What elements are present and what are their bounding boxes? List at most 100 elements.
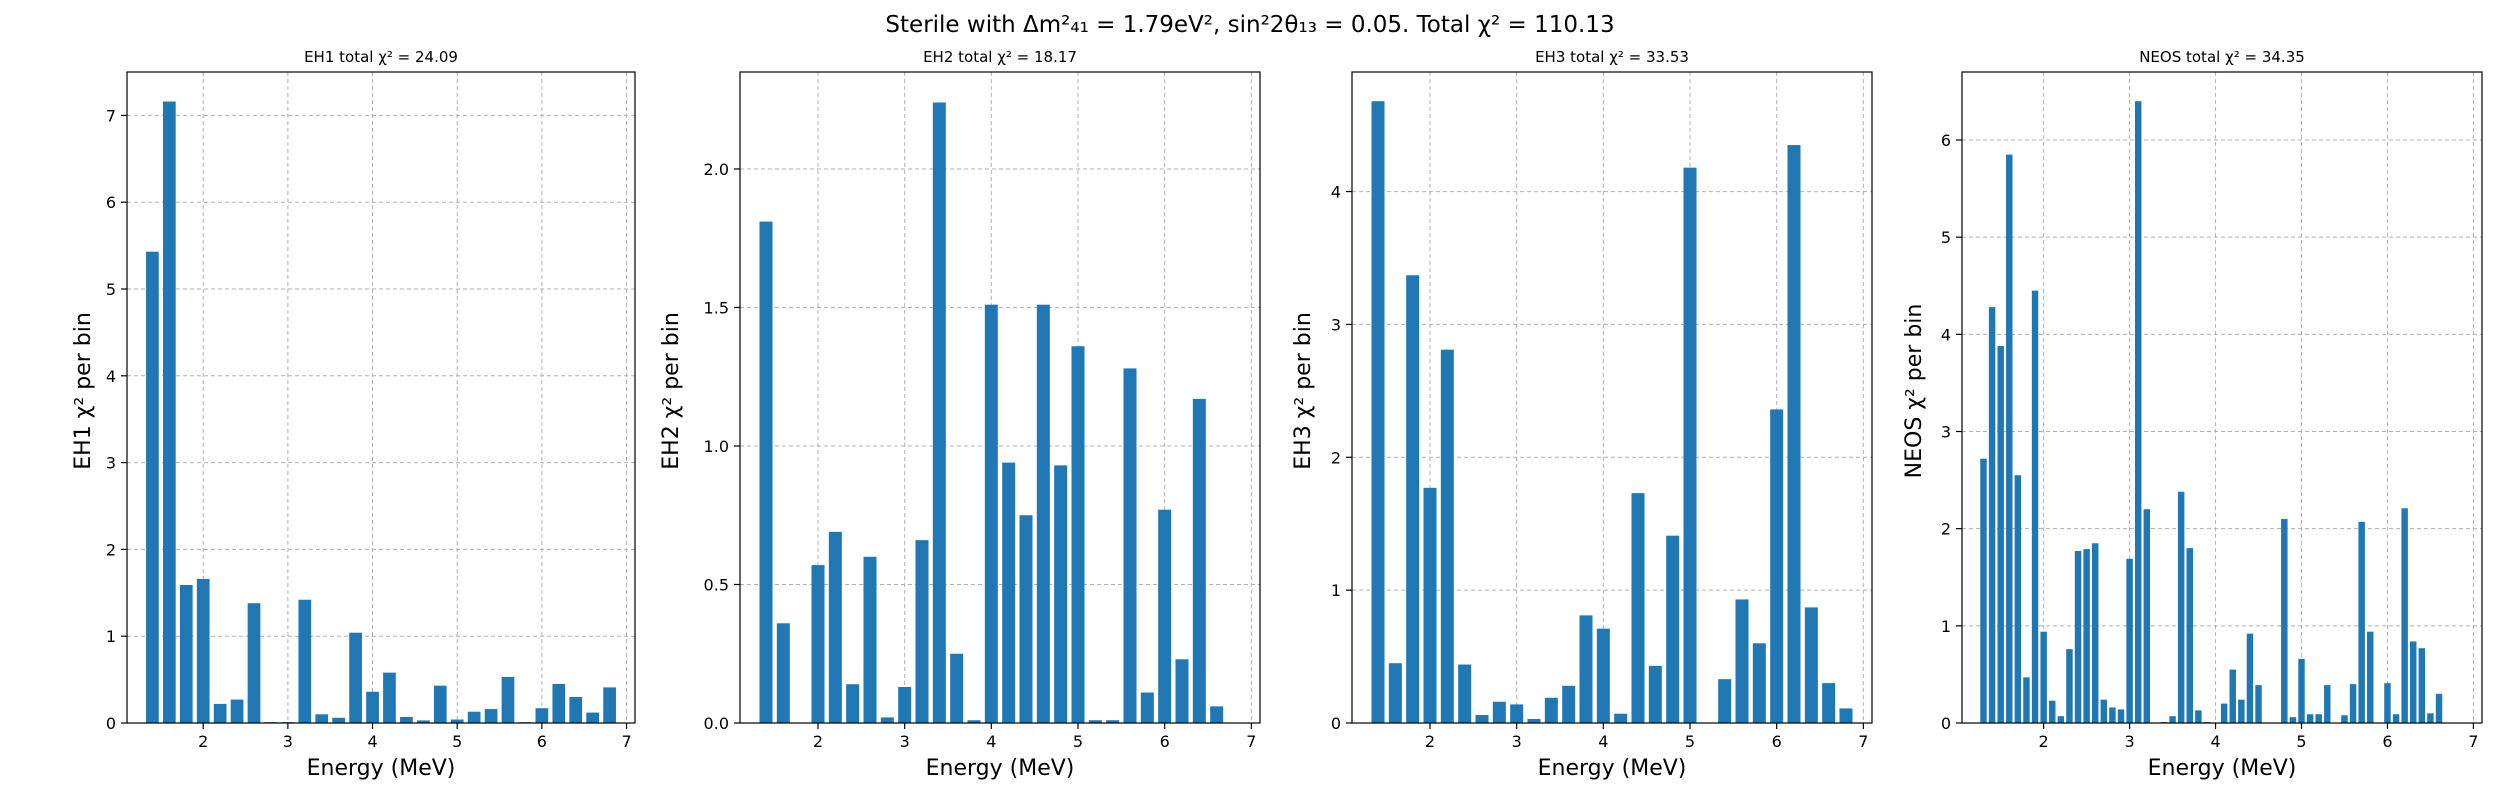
y-tick-label: 7 [106,106,116,125]
bar [2066,649,2073,723]
bar [1002,462,1016,723]
bar [467,711,481,723]
bar [1440,349,1454,723]
bar [1054,465,1068,723]
x-tick-label: 2 [813,732,823,751]
x-tick-label: 5 [2296,732,2306,751]
x-tick-label: 2 [1425,732,1435,751]
bar [915,540,929,723]
bar [1527,719,1541,723]
panel-title: EH1 total χ² = 24.09 [304,48,458,66]
bar [1210,706,1224,723]
bar [1666,535,1680,723]
bar [400,716,413,723]
bar [1158,509,1172,723]
bar [1388,663,1402,723]
bar [984,304,998,723]
bar [1088,720,1102,723]
x-tick-label: 6 [2382,732,2392,751]
bar [1475,715,1489,723]
bar [2255,685,2262,723]
bar [2401,508,2408,723]
bar [898,686,912,723]
y-tick-label: 3 [1331,315,1341,334]
bar [1988,307,1996,723]
axes-frame [126,71,636,724]
bar [2349,684,2357,723]
bar [1648,665,1662,723]
x-tick-label: 5 [1685,732,1695,751]
bars [1371,101,1853,724]
bars [146,101,616,723]
y-axis-label: EH2 χ² per bin [659,312,684,470]
bar [349,632,362,723]
bar [1735,599,1749,723]
bar [484,709,498,723]
bar [535,708,549,723]
bar [2195,710,2202,723]
bar [1406,275,1420,723]
bar [146,251,159,723]
bar [569,696,583,723]
x-tick-label: 4 [986,732,996,751]
x-tick-label: 3 [283,732,293,751]
x-axis-label: Energy (MeV) [307,756,456,781]
panel-title: EH3 total χ² = 33.53 [1535,48,1689,66]
bar [2169,716,2176,723]
x-tick-label: 4 [1598,732,1608,751]
bar [1036,304,1050,723]
axes-frame [1961,71,2483,724]
bar [196,578,210,723]
x-tick-label: 4 [367,732,377,751]
bar [1822,683,1836,723]
y-axis-label: EH1 χ² per bin [71,312,96,470]
bar [2057,716,2065,723]
bar [776,623,790,723]
y-tick-label: 1 [1331,581,1341,600]
bar [2083,549,2090,723]
bar [1770,409,1784,723]
bar [2358,521,2365,723]
bar [450,719,464,723]
bar [2238,699,2245,723]
x-tick-label: 2 [2039,732,2049,751]
bar [1019,515,1033,723]
bar [162,101,176,723]
bar [2143,509,2151,723]
y-tick-label: 2 [106,540,116,559]
bar [552,683,566,723]
y-tick-label: 1 [106,627,116,646]
bar [2367,631,2374,723]
bar [1579,615,1593,723]
bar [2220,703,2228,723]
x-tick-label: 6 [537,732,547,751]
bar [2031,290,2039,723]
panel-title: EH2 total χ² = 18.17 [923,48,1077,66]
bar [2435,693,2443,723]
bar [1371,101,1385,723]
bar [1123,368,1137,723]
bar [1631,493,1645,723]
y-tick-label: 1.0 [704,437,729,456]
bar [1492,701,1506,723]
x-axis-label: Energy (MeV) [2148,756,2297,781]
bar [2341,715,2348,723]
y-tick-label: 0 [1941,714,1951,733]
bar [179,584,193,723]
bar [2281,518,2288,723]
bar [2134,101,2142,724]
bar [2006,154,2013,724]
bar [1510,704,1524,723]
bar [950,653,964,723]
bar [1458,664,1472,723]
bar [2126,558,2133,723]
axes-frame [1351,71,1873,724]
bar [932,102,946,723]
bar [1192,398,1206,723]
panel-neos: NEOS total χ² = 34.35 Energy (MeV) NEOS … [1902,48,2483,781]
bar [1423,487,1437,723]
bar [2100,699,2108,723]
y-tick-label: 0 [106,714,116,733]
y-tick-label: 2.0 [704,160,729,179]
bar [332,717,346,723]
